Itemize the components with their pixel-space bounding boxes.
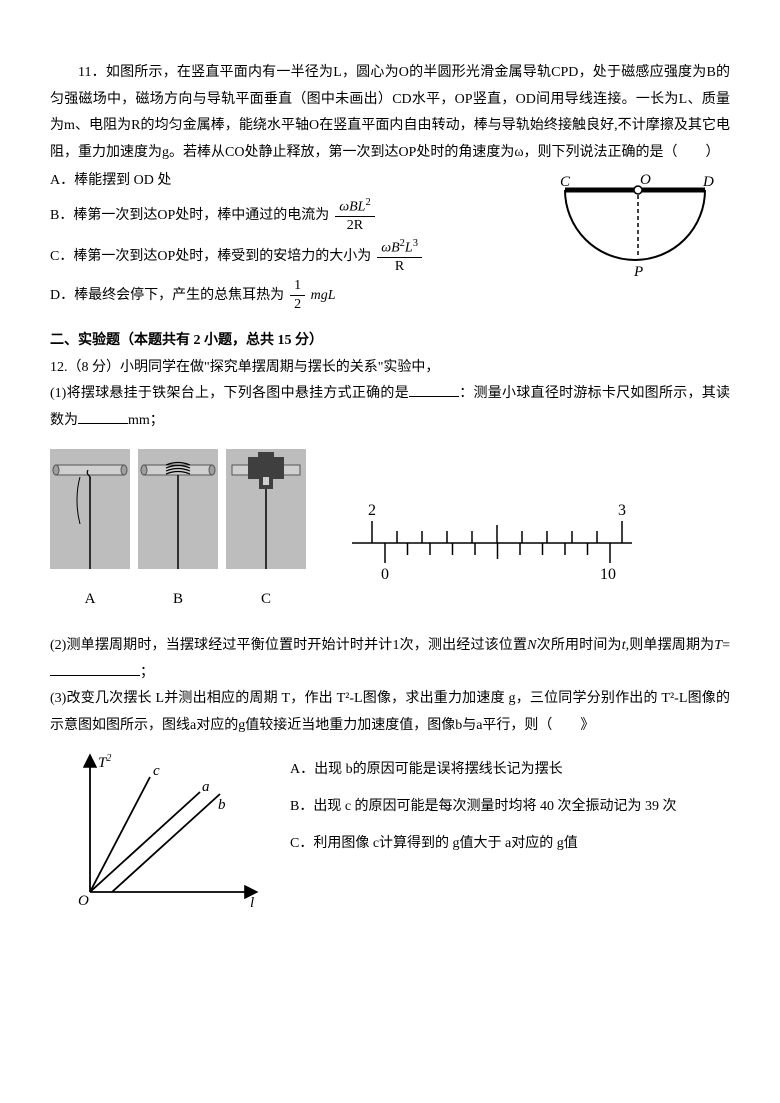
sup: 2 xyxy=(365,197,370,208)
blank-3 xyxy=(50,661,140,676)
q11-options: A．棒能摆到 OD 处 B．棒第一次到达OP处时，棒中通过的电流为 ωBL2 2… xyxy=(50,166,530,316)
q11-opt-c: C．棒第一次到达OP处时，棒受到的安培力的大小为 ωB2L3 R xyxy=(50,238,530,277)
q12-p2-e: ； xyxy=(140,665,154,680)
q12-3-opt-c: C．利用图像 c计算得到的 g值大于 a对应的 g值 xyxy=(290,831,730,858)
section-2-head: 二、实验题（本题共有 2 小题，总共 15 分） xyxy=(50,328,730,355)
q12-head: 12.（8 分）小明同学在做"探究单摆周期与摆长的关系"实验中， xyxy=(50,355,730,382)
q12-3-opt-b: B．出现 c 的原因可能是每次测量时均将 40 次全振动记为 39 次 xyxy=(290,794,730,821)
x-label: l xyxy=(250,895,254,911)
vernier-v-right: 10 xyxy=(600,566,616,583)
vernier-main-right: 3 xyxy=(618,502,626,519)
label-d: D xyxy=(702,174,714,190)
label-p: P xyxy=(633,264,643,280)
frac-num: 1 xyxy=(290,278,305,296)
num-b: L xyxy=(405,240,413,255)
blank-2 xyxy=(78,409,128,424)
hang-b-svg xyxy=(138,449,218,579)
q12-p2-T: T xyxy=(714,638,722,653)
hang-c-svg xyxy=(226,449,306,579)
y-label: T2 xyxy=(98,753,111,771)
q11-opt-d-prefix: D．棒最终会停下，产生的总焦耳热为 xyxy=(50,283,284,310)
frac-den: 2R xyxy=(335,217,374,235)
q12-p2-N: N xyxy=(527,638,536,653)
graph-svg: T2 l O c a b xyxy=(50,747,270,917)
vernier-v-left: 0 xyxy=(381,566,389,583)
hang-a-label: A xyxy=(85,585,96,614)
q12-p2-t: t, xyxy=(622,638,629,653)
vernier-main-left: 2 xyxy=(368,502,376,519)
q12-part3-options: A．出现 b的原因可能是误将摆线长记为摆长 B．出现 c 的原因可能是每次测量时… xyxy=(270,747,730,867)
sup2: 3 xyxy=(413,238,418,249)
q12-part2: (2)测单摆周期时，当摆球经过平衡位置时开始计时并计1次，测出经过该位置N次所用… xyxy=(50,633,730,686)
frac-num: ωBL xyxy=(339,200,365,215)
q12-figures: A B C xyxy=(50,449,730,614)
hang-c-label: C xyxy=(261,585,271,614)
hang-b-label: B xyxy=(173,585,183,614)
vernier-svg: 2 3 0 10 xyxy=(342,493,642,603)
q11-body: A．棒能摆到 OD 处 B．棒第一次到达OP处时，棒中通过的电流为 ωBL2 2… xyxy=(50,166,730,316)
q11-opt-d-formula: 1 2 mgL xyxy=(290,278,335,314)
q11-opt-a-text: A．棒能摆到 OD 处 xyxy=(50,168,171,195)
hang-b: B xyxy=(138,449,218,614)
q11-opt-b-prefix: B．棒第一次到达OP处时，棒中通过的电流为 xyxy=(50,203,329,230)
q12-part1: (1)将摆球悬挂于铁架台上，下列各图中悬挂方式正确的是：测量小球直径时游标卡尺如… xyxy=(50,381,730,434)
line-a-label: a xyxy=(202,779,210,795)
label-o: O xyxy=(640,172,651,188)
q11-opt-b: B．棒第一次到达OP处时，棒中通过的电流为 ωBL2 2R xyxy=(50,197,530,236)
q12-p2-a: (2)测单摆周期时，当摆球经过平衡位置时开始计时并计1次，测出经过该位置 xyxy=(50,638,527,653)
tail: mgL xyxy=(311,288,336,303)
q12-part3: (3)改变几次摆长 L并测出相应的周期 T，作出 T²-L图像，求出重力加速度 … xyxy=(50,686,730,739)
q12-part3-body: T2 l O c a b A．出现 b的原因可能是误将摆线长记为摆长 B．出现 … xyxy=(50,747,730,928)
q12-3-opt-a: A．出现 b的原因可能是误将摆线长记为摆长 xyxy=(290,757,730,784)
origin-label: O xyxy=(78,893,89,909)
q11-opt-c-prefix: C．棒第一次到达OP处时，棒受到的安培力的大小为 xyxy=(50,244,371,271)
q12-p1-a: (1)将摆球悬挂于铁架台上，下列各图中悬挂方式正确的是 xyxy=(50,386,409,401)
q11-figure: C O D P xyxy=(540,170,730,301)
q12-p2-d: = xyxy=(722,638,730,653)
semicircle-svg: C O D P xyxy=(540,170,730,290)
num-a: ωB xyxy=(381,240,399,255)
hang-c: C xyxy=(226,449,306,614)
q12-p2-b: 次所用时间为 xyxy=(537,638,622,653)
q12-p1-unit: mm； xyxy=(128,413,164,428)
q12-p2-c: 则单摆周期为 xyxy=(629,638,714,653)
q11-opt-d: D．棒最终会停下，产生的总焦耳热为 1 2 mgL xyxy=(50,278,530,314)
hang-a-svg xyxy=(50,449,130,579)
frac-den: 2 xyxy=(290,296,305,314)
q11-opt-c-formula: ωB2L3 R xyxy=(377,238,422,277)
q11-intro: 11．如图所示，在竖直平面内有一半径为L，圆心为O的半圆形光滑金属导轨CPD，处… xyxy=(50,60,730,166)
frac-den: R xyxy=(377,258,422,276)
label-c: C xyxy=(560,174,571,190)
blank-1 xyxy=(409,382,459,397)
q11-opt-b-formula: ωBL2 2R xyxy=(335,197,374,236)
hang-a: A xyxy=(50,449,130,614)
line-b-label: b xyxy=(218,797,226,813)
q12-graph: T2 l O c a b xyxy=(50,747,270,928)
vernier-figure: 2 3 0 10 xyxy=(342,493,642,614)
line-c-label: c xyxy=(153,763,160,779)
q11-opt-a: A．棒能摆到 OD 处 xyxy=(50,168,530,195)
